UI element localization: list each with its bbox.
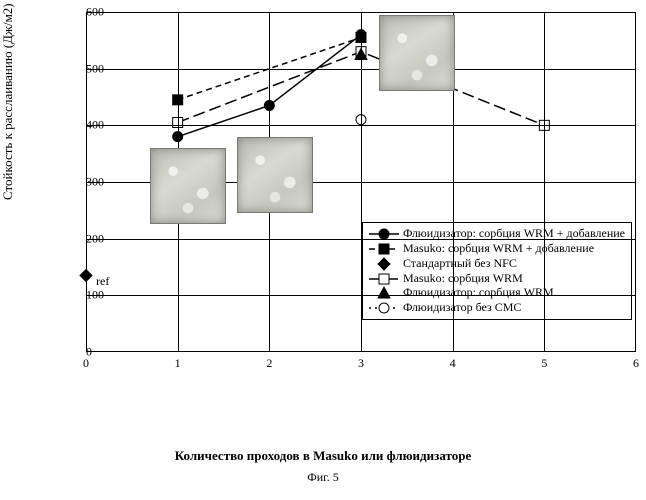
x-tick: 2 [266, 352, 272, 371]
thumbnail-1 [150, 148, 226, 224]
figure-caption: Фиг. 5 [0, 470, 646, 485]
y-tick: 300 [86, 175, 90, 190]
x-tick: 5 [541, 352, 547, 371]
x-tick: 1 [175, 352, 181, 371]
legend-label: Флюидизатор без CMC [403, 301, 521, 315]
x-tick: 0 [83, 352, 89, 371]
x-tick: 4 [450, 352, 456, 371]
legend-label: Masuko: сорбция WRM + добавление [403, 242, 594, 256]
y-tick: 100 [86, 288, 90, 303]
x-tick: 3 [358, 352, 364, 371]
y-axis-label: Стойкость к расслаиванию (Дж/м2) [0, 3, 16, 200]
x-axis-label: Количество проходов в Masuko или флюидиз… [0, 448, 646, 464]
y-tick: 500 [86, 61, 90, 76]
chart-svg [46, 12, 636, 382]
y-tick: 600 [86, 5, 90, 20]
y-tick: 200 [86, 231, 90, 246]
thumbnail-2 [237, 137, 313, 213]
chart-panel: Флюидизатор: сорбция WRM + добавлениеMas… [46, 12, 636, 382]
legend-item: Masuko: сорбция WRM + добавление [369, 242, 625, 256]
legend-label: Masuko: сорбция WRM [403, 272, 523, 286]
ref-label: ref [96, 274, 109, 289]
legend-label: Стандартный без NFC [403, 257, 517, 271]
thumbnail-3 [379, 15, 455, 91]
legend-label: Флюидизатор: сорбция WRM [403, 286, 554, 300]
legend-item: Флюидизатор без CMC [369, 301, 625, 315]
x-tick: 6 [633, 352, 639, 371]
legend-item: Флюидизатор: сорбция WRM [369, 286, 625, 300]
legend: Флюидизатор: сорбция WRM + добавлениеMas… [362, 222, 632, 320]
legend-item: Стандартный без NFC [369, 257, 625, 271]
legend-item: Masuko: сорбция WRM [369, 272, 625, 286]
y-tick: 400 [86, 118, 90, 133]
